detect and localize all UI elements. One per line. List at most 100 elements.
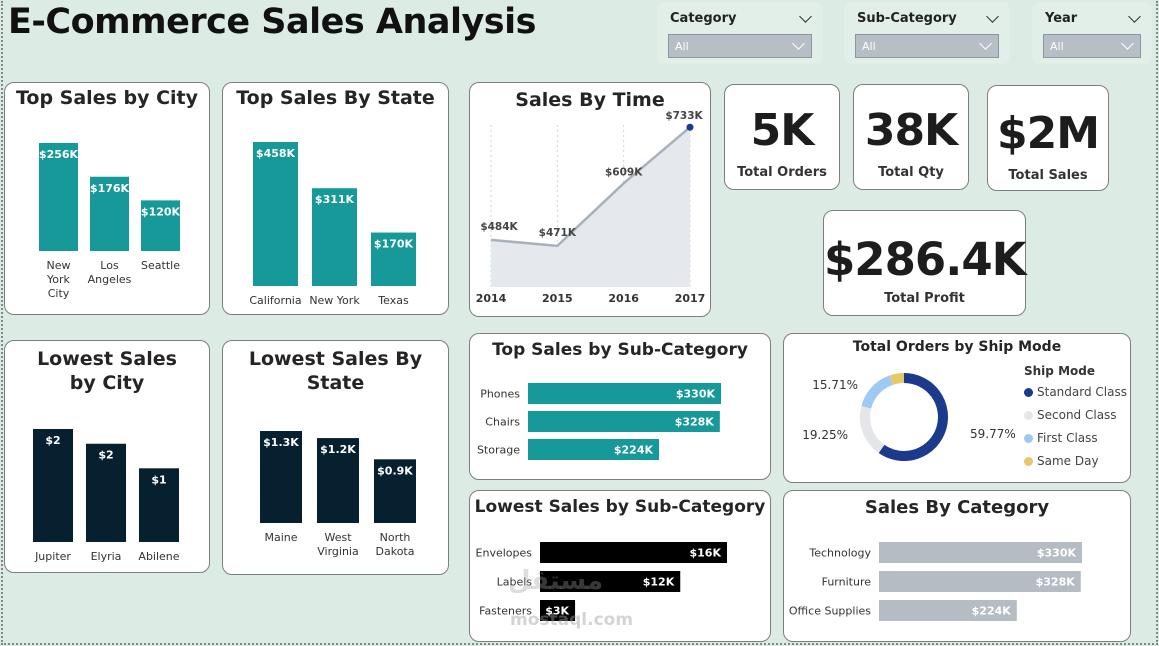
category-tick-label: Seattle: [141, 259, 180, 272]
category-tick-label: Texas: [377, 294, 409, 307]
total-sales-card: $2M Total Sales: [987, 85, 1109, 191]
data-label: $120K: [141, 205, 181, 218]
data-label: $484K: [480, 221, 518, 233]
data-label: $311K: [315, 193, 355, 206]
total-orders-value: 5K: [750, 105, 815, 156]
legend-dot-icon: [1024, 411, 1033, 420]
data-label: $0.9K: [377, 464, 413, 477]
category-tick-label: Virginia: [317, 545, 358, 558]
bar: [86, 443, 126, 542]
data-label: $2: [45, 434, 60, 447]
bar: [312, 188, 357, 286]
category-tick-label: City: [48, 287, 70, 300]
category-tick-label: Labels: [497, 576, 533, 589]
sub-category-dropdown[interactable]: All: [855, 34, 999, 58]
category-tick-label: California: [249, 294, 301, 307]
lowest-sales-by-city-chart: $2 Jupiter $2 Elyria $1 Abilene: [33, 429, 180, 563]
data-label: $328K: [1036, 576, 1076, 589]
chevron-down-icon[interactable]: [1128, 10, 1141, 23]
category-slicer-label: Category: [670, 11, 737, 26]
total-profit-label: Total Profit: [884, 291, 965, 306]
data-label: $733K: [665, 110, 703, 122]
sub-category-slicer-label: Sub-Category: [857, 11, 957, 26]
chevron-down-icon[interactable]: [799, 10, 812, 23]
chart-title: Lowest Sales by City: [37, 348, 177, 394]
data-label: $330K: [1037, 547, 1077, 560]
data-label: $458K: [256, 147, 296, 160]
data-label: $609K: [605, 166, 643, 178]
donut-slice: [861, 375, 894, 409]
data-label: $1: [151, 473, 166, 486]
category-tick-label: Technology: [808, 547, 871, 560]
category-tick-label: North: [380, 531, 411, 544]
series-line: [490, 126, 691, 248]
bar: [260, 431, 302, 523]
category-tick-label: Office Supplies: [789, 605, 871, 618]
chevron-down-icon: [792, 37, 805, 50]
chevron-down-icon[interactable]: [986, 10, 999, 23]
bar: [879, 542, 1082, 563]
data-label: $176K: [90, 182, 130, 195]
chart-title: Lowest Sales by Sub-Category: [474, 497, 766, 517]
category-tick-label: Angeles: [88, 273, 132, 286]
category-tick-label: Chairs: [485, 416, 520, 429]
chart-title: Lowest Sales By State: [248, 348, 423, 394]
data-label: $330K: [676, 388, 716, 401]
sub-category-selected-value: All: [862, 40, 876, 53]
page-title: E-Commerce Sales Analysis: [8, 2, 536, 42]
lowest-sales-by-sub-category-card: Lowest Sales by Sub-Category $16K Envelop…: [469, 490, 771, 642]
legend-item-first-class[interactable]: First Class: [1024, 431, 1098, 445]
data-label: $12K: [643, 576, 675, 589]
total-orders-label: Total Orders: [737, 165, 827, 180]
bar: [141, 200, 180, 251]
bar: [528, 383, 721, 404]
year-slicer[interactable]: Year All: [1032, 2, 1152, 64]
x-tick-label: 2014: [476, 292, 507, 305]
chevron-down-icon: [979, 37, 992, 50]
data-label: $1.2K: [320, 443, 356, 456]
category-tick-label: Dakota: [376, 545, 415, 558]
data-label: $471K: [539, 227, 577, 239]
category-tick-label: York: [46, 273, 71, 286]
category-dropdown[interactable]: All: [668, 34, 812, 58]
top-sales-by-state-card: Top Sales By State $458K California $311K N…: [222, 82, 449, 315]
data-label: $328K: [675, 416, 715, 429]
category-tick-label: Envelopes: [476, 547, 533, 560]
slice-label: 15.71%: [812, 378, 858, 392]
chart-title: Sales By Category: [864, 497, 1050, 518]
category-tick-label: West: [324, 531, 352, 544]
bar: [139, 468, 179, 542]
bar: [879, 571, 1081, 592]
legend-dot-icon: [1024, 388, 1033, 397]
sub-category-slicer[interactable]: Sub-Category All: [844, 2, 1010, 64]
legend-title: Ship Mode: [1024, 364, 1095, 378]
category-slicer[interactable]: Category All: [657, 2, 823, 64]
category-tick-label: Storage: [477, 444, 520, 457]
sales-by-time-chart: $484K $471K $609K $733K 2014 2015 2016 2017: [476, 110, 706, 305]
total-orders-by-ship-mode-card: Total Orders by Ship Mode 59.77% 19.25% 15…: [783, 333, 1131, 483]
legend-item-second-class[interactable]: Second Class: [1024, 408, 1117, 422]
year-slicer-label: Year: [1045, 11, 1078, 26]
top-sales-by-city-card: Top Sales by City $256K New York City $176K L…: [4, 82, 210, 315]
donut-slice: [878, 373, 948, 461]
year-selected-value: All: [1050, 40, 1064, 53]
legend-item-same-day[interactable]: Same Day: [1024, 454, 1099, 468]
top-sales-by-state-chart: $458K California $311K New York $170K Texas: [249, 142, 416, 307]
legend-item-standard-class[interactable]: Standard Class: [1024, 385, 1127, 399]
bar: [374, 459, 416, 523]
bar: [90, 176, 129, 251]
bar: [33, 429, 73, 542]
category-tick-label: Phones: [480, 388, 520, 401]
data-label: $256K: [39, 148, 79, 161]
lowest-sales-by-sub-category-chart: $16K Envelopes $12K Labels $3K Fasteners: [476, 542, 727, 621]
x-tick-label: 2015: [542, 292, 573, 305]
year-dropdown[interactable]: All: [1043, 34, 1141, 58]
bar: [528, 439, 660, 460]
total-qty-label: Total Qty: [878, 165, 944, 180]
bar: [317, 438, 359, 523]
sales-by-category-card: Sales By Category $330K Technology $328K Fu…: [783, 490, 1131, 642]
bar: [528, 411, 720, 432]
data-label: $224K: [614, 444, 654, 457]
category-tick-label: Fasteners: [479, 605, 532, 618]
